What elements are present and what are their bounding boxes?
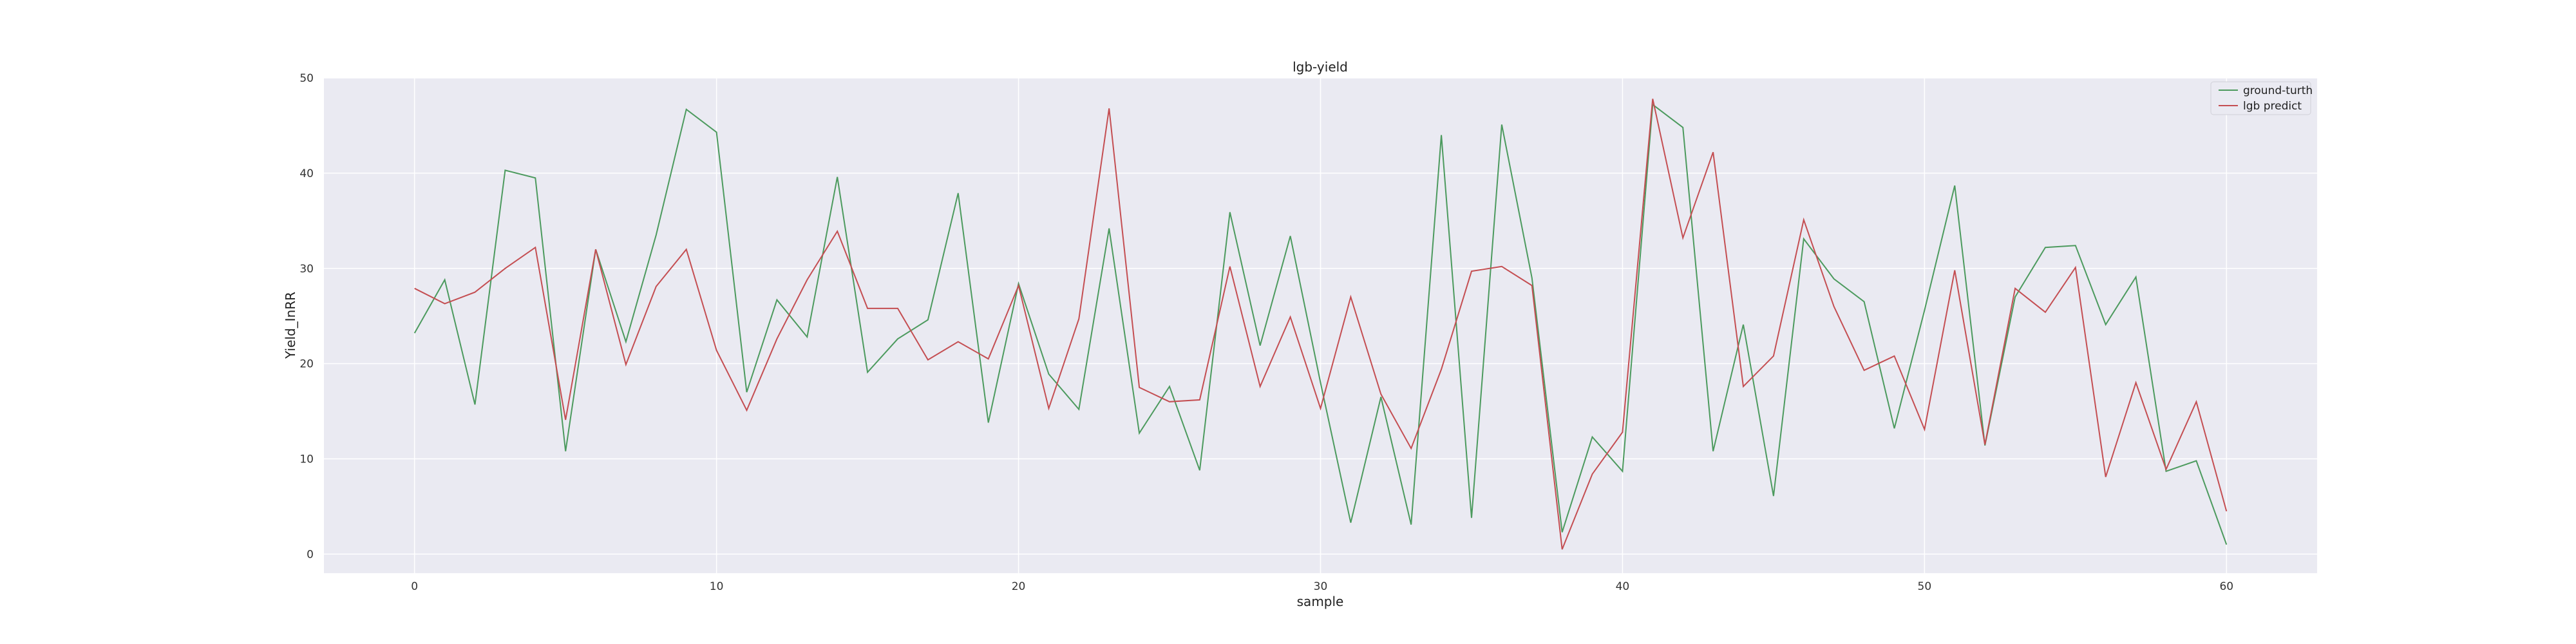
y-tick-label: 0 (307, 548, 314, 561)
x-tick-label: 0 (411, 580, 418, 593)
legend: ground-turth lgb predict (2210, 81, 2313, 115)
y-tick-label: 30 (299, 263, 314, 276)
y-tick-label: 50 (299, 72, 314, 85)
y-tick-label: 10 (299, 453, 314, 466)
x-tick-label: 40 (1616, 580, 1630, 593)
grid-lines (324, 77, 2317, 573)
series-line-lgb-predict (414, 99, 2228, 550)
y-axis-label: Yield_InRR (283, 292, 298, 359)
legend-label-lgb-predict: lgb predict (2243, 100, 2302, 113)
x-axis-ticks: 0 10 20 30 40 50 60 (411, 580, 2233, 593)
x-tick-label: 60 (2219, 580, 2233, 593)
series-line-ground-turth (413, 103, 2228, 545)
x-tick-label: 10 (710, 580, 724, 593)
x-tick-label: 50 (1918, 580, 1932, 593)
y-axis-ticks: 0 10 20 30 40 50 (299, 72, 314, 561)
y-tick-label: 40 (299, 167, 314, 180)
x-axis-label: sample (1297, 594, 1344, 609)
x-tick-label: 30 (1314, 580, 1328, 593)
x-tick-label: 20 (1012, 580, 1026, 593)
legend-label-ground-turth: ground-turth (2243, 84, 2313, 97)
series-layer (413, 99, 2228, 550)
y-tick-label: 20 (299, 358, 314, 371)
chart-title: lgb-yield (1293, 59, 1348, 75)
